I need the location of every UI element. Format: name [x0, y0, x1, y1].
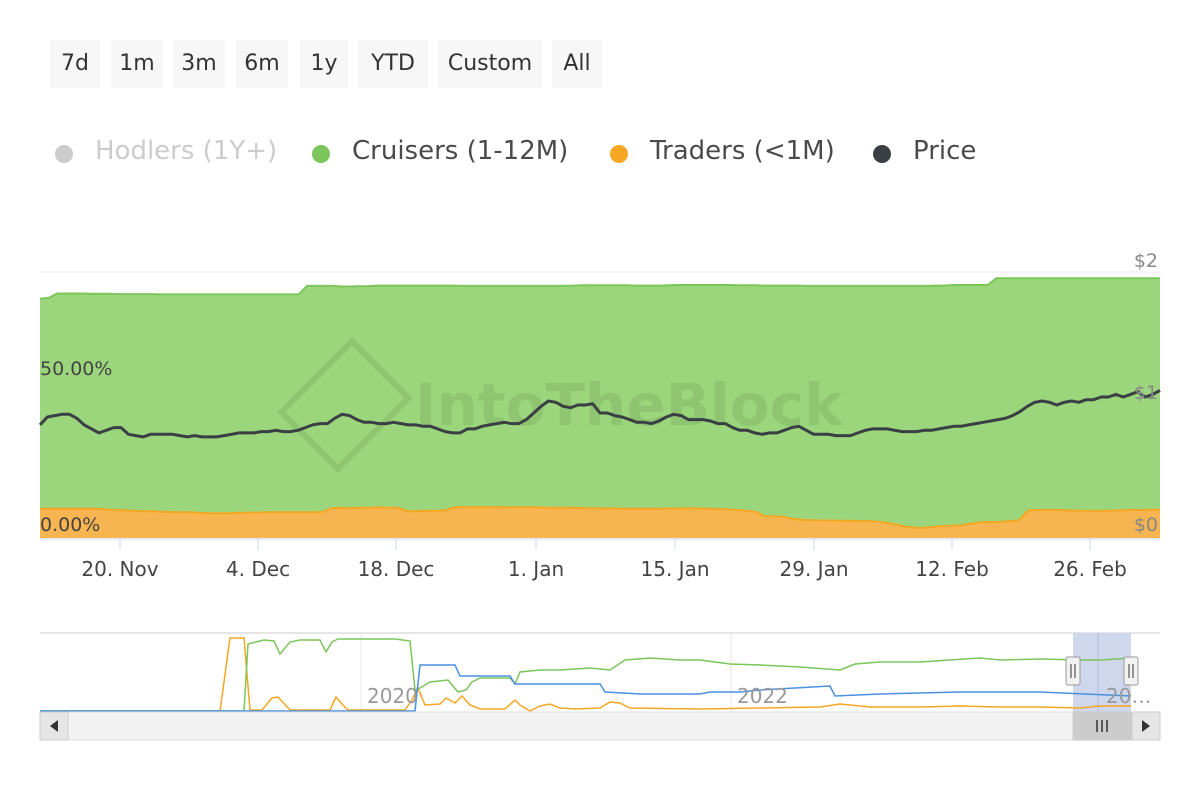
range-button-3m[interactable]: 3m [173, 40, 225, 88]
traders-line [40, 506, 1160, 529]
scrollbar-track[interactable] [39, 711, 1161, 741]
legend-dot-hodlers [55, 145, 73, 163]
navigator: 2020 2022 20… [39, 632, 1161, 741]
range-button-7d[interactable]: 7d [50, 40, 100, 88]
legend-item-traders[interactable]: Traders (<1M) [610, 130, 860, 174]
y-right-tick-label: $1 [1134, 382, 1158, 404]
navigator-tick-label: 2020 [367, 684, 418, 708]
x-tick-label: 20. Nov [81, 557, 158, 581]
range-button-1y[interactable]: 1y [300, 40, 348, 88]
y-right-tick-label: $2 [1134, 250, 1158, 272]
watermark: IntoTheBlock [277, 337, 844, 473]
cruisers-area [40, 278, 1160, 538]
scroll-right-arrow-icon [1142, 720, 1150, 732]
x-tick-label: 18. Dec [358, 557, 435, 581]
range-button-all[interactable]: All [552, 40, 602, 88]
navigator-cruisers-line [40, 638, 1132, 712]
watermark-text: IntoTheBlock [415, 371, 844, 439]
legend-label-hodlers: Hodlers (1Y+) [95, 136, 278, 166]
range-button-6m[interactable]: 6m [236, 40, 288, 88]
x-tick-label: 4. Dec [226, 557, 290, 581]
legend-dot-cruisers [312, 145, 330, 163]
navigator-hodlers-line [40, 664, 1132, 712]
navigator-handle-left[interactable] [1065, 656, 1081, 686]
range-button-1m[interactable]: 1m [111, 40, 163, 88]
legend-item-price[interactable]: Price [873, 130, 993, 174]
legend-dot-traders [610, 145, 628, 163]
x-tick-label: 1. Jan [508, 557, 564, 581]
y-left-tick-label: 0.00% [40, 514, 100, 536]
legend-label-traders: Traders (<1M) [650, 136, 835, 166]
range-button-ytd[interactable]: YTD [358, 40, 428, 88]
traders-area [40, 507, 1160, 538]
legend-item-cruisers[interactable]: Cruisers (1-12M) [312, 130, 592, 174]
y-right-tick-label: $0 [1134, 514, 1158, 536]
navigator-handle-right[interactable] [1123, 656, 1139, 686]
legend-dot-price [873, 145, 891, 163]
cruisers-line [39, 277, 1160, 300]
navigator-tick-label: 2022 [737, 684, 788, 708]
x-tick-label: 29. Jan [780, 557, 849, 581]
watermark-logo-icon [277, 337, 413, 473]
y-left-tick-label: 50.00% [40, 358, 112, 380]
legend-item-hodlers[interactable]: Hodlers (1Y+) [55, 130, 290, 174]
navigator-traders-line [40, 637, 1131, 712]
main-plot: IntoTheBlock 0.00% 50.00% $0 $1 $2 20. Nov 4. D… [38, 250, 1161, 581]
x-tick-label: 15. Jan [641, 557, 710, 581]
navigator-tick-label: 20… [1106, 684, 1151, 708]
range-button-custom[interactable]: Custom [438, 40, 542, 88]
legend-label-price: Price [913, 136, 977, 166]
legend-label-cruisers: Cruisers (1-12M) [352, 136, 569, 166]
x-tick-label: 12. Feb [915, 557, 989, 581]
scroll-left-arrow-icon [50, 720, 58, 732]
price-line [38, 389, 1161, 439]
x-tick-label: 26. Feb [1053, 557, 1127, 581]
scrollbar-thumb[interactable] [1072, 711, 1132, 741]
navigator-selection[interactable] [1073, 633, 1131, 712]
